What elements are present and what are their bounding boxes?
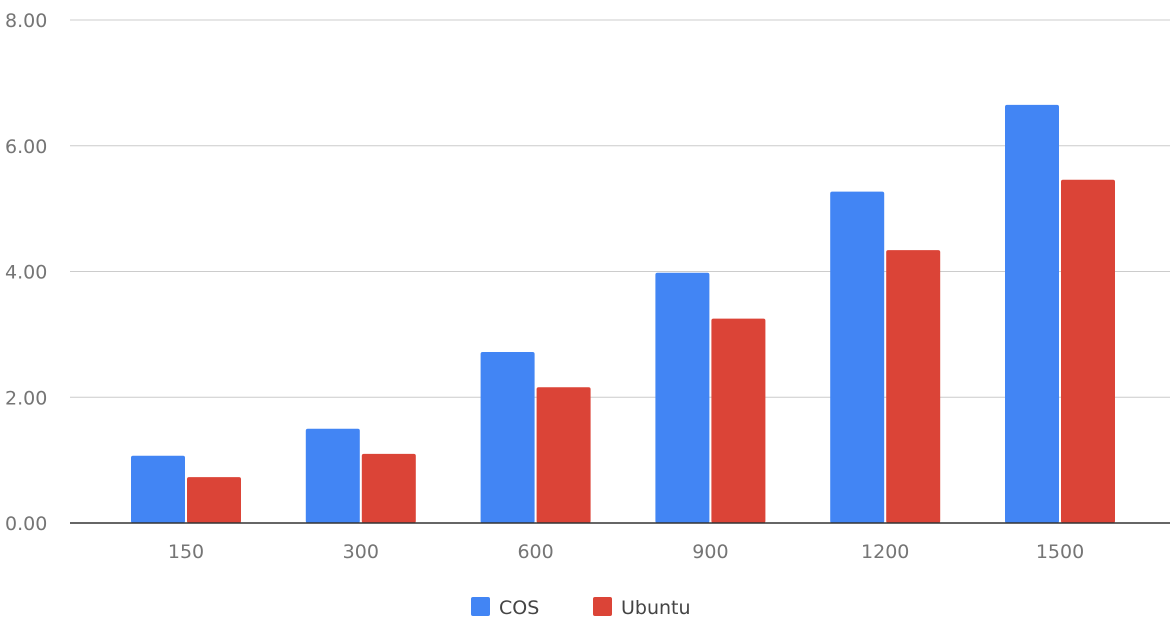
bar-cos-300 <box>305 428 360 523</box>
bar-cos-900 <box>655 272 710 523</box>
bar-cos-1200 <box>830 191 885 523</box>
y-tick-label: 6.00 <box>5 136 47 158</box>
y-tick-label: 2.00 <box>5 387 47 409</box>
legend: COS Ubuntu <box>471 597 691 619</box>
x-axis-tick-labels: 150 300 600 900 1200 1500 <box>168 541 1084 563</box>
x-tick-label: 900 <box>692 541 728 563</box>
x-tick-label: 300 <box>343 541 379 563</box>
y-tick-label: 8.00 <box>5 10 47 32</box>
y-tick-label: 0.00 <box>5 513 47 535</box>
bar-ubuntu-300 <box>361 453 416 523</box>
bar-ubuntu-600 <box>536 387 591 523</box>
bar-ubuntu-900 <box>711 318 766 523</box>
x-tick-label: 1200 <box>861 541 909 563</box>
x-tick-label: 150 <box>168 541 204 563</box>
legend-label-ubuntu: Ubuntu <box>621 597 691 619</box>
bars <box>131 104 1115 523</box>
bar-cos-150 <box>131 455 185 523</box>
y-tick-label: 4.00 <box>5 262 47 284</box>
x-tick-label: 1500 <box>1036 541 1084 563</box>
y-axis-tick-labels: 0.00 2.00 4.00 6.00 8.00 <box>5 10 47 535</box>
bar-ubuntu-1500 <box>1061 179 1115 523</box>
legend-swatch-ubuntu <box>593 597 612 616</box>
bar-cos-1500 <box>1005 104 1059 523</box>
legend-label-cos: COS <box>499 597 539 619</box>
x-tick-label: 600 <box>517 541 553 563</box>
gridlines <box>70 19 1170 398</box>
bar-cos-600 <box>480 351 535 523</box>
bar-ubuntu-1200 <box>886 250 941 523</box>
bar-ubuntu-150 <box>187 477 241 523</box>
legend-swatch-cos <box>471 597 490 616</box>
